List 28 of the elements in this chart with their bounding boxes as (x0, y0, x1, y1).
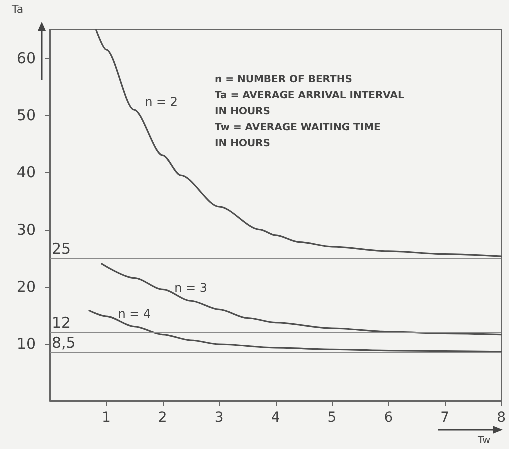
annotation: Ta = AVERAGE ARRIVAL INTERVAL IN HOURS (215, 90, 405, 118)
series-label: n = 4 (118, 306, 152, 321)
x-tick-label: 8 (497, 410, 506, 426)
y-tick-label: 50 (16, 106, 36, 125)
x-tick-label: 6 (384, 410, 394, 426)
series-label: n = 3 (174, 281, 208, 296)
x-axis-title: Tw (477, 436, 491, 446)
x-tick-label: 5 (328, 410, 337, 426)
ref-line-label: 25 (52, 240, 72, 258)
line-series (88, 310, 502, 353)
y-tick-label: 10 (16, 334, 36, 353)
y-tick-label: 30 (16, 220, 36, 239)
x-tick-label: 4 (271, 410, 280, 426)
ref-line-label: 8,5 (52, 334, 76, 352)
x-tick-label: 7 (440, 410, 450, 426)
y-tick-label: 20 (16, 278, 36, 296)
x-tick-label: 3 (214, 410, 224, 426)
line-series (101, 263, 502, 336)
y-axis-title: Ta (11, 3, 24, 16)
y-tick-label: 60 (16, 50, 36, 68)
annotation: n = NUMBER OF BERTHS (215, 74, 352, 86)
line-series (95, 29, 502, 258)
series-label: n = 2 (145, 94, 178, 109)
y-tick-label: 40 (16, 164, 36, 182)
ref-line-label: 12 (52, 314, 72, 332)
x-tick-label: 2 (158, 410, 168, 426)
annotation: Tw = AVERAGE WAITING TIME IN HOURS (215, 122, 382, 150)
x-tick-label: 1 (102, 410, 111, 426)
